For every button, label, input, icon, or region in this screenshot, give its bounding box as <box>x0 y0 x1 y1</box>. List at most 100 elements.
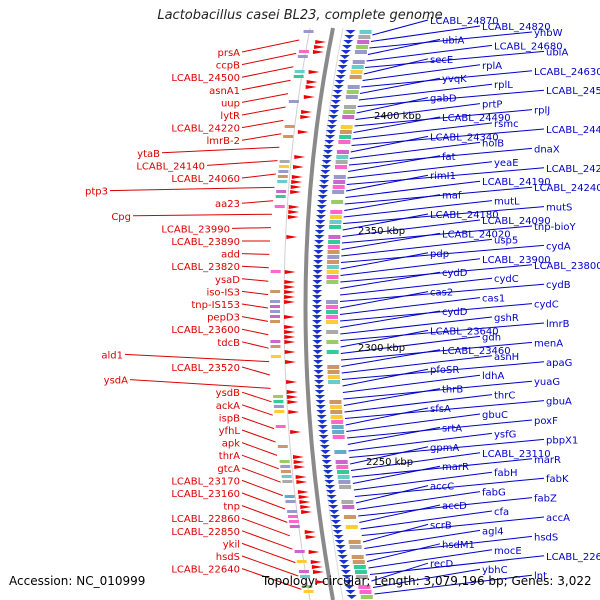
right-gene-label: gbuA <box>546 397 572 408</box>
right-gene-label: menA <box>534 338 563 349</box>
right-gene-labels: LCABL_24870LCABL_24820yhbWubiALCABL_2468… <box>430 16 600 582</box>
left-gene-label: LCABL_24060 <box>171 174 240 185</box>
reverse-gene-arrow <box>312 275 323 279</box>
right-connector <box>342 368 429 387</box>
reverse-gene-arrow <box>312 320 323 324</box>
forward-gene-arrow <box>288 410 300 414</box>
topology-text: Topology: circular; Length: 3,079,196 bp… <box>262 574 592 588</box>
right-connector <box>344 394 493 413</box>
reverse-gene-arrow <box>325 135 336 139</box>
right-gene-label: LCABL_23460 <box>442 346 511 357</box>
gene-block <box>343 105 356 109</box>
tick-label: 2300 kbp <box>358 343 405 354</box>
right-connector <box>363 58 429 75</box>
right-connector <box>365 535 533 556</box>
forward-gene-arrow <box>297 130 309 134</box>
reverse-gene-arrow <box>329 515 340 519</box>
forward-gene-arrow <box>312 50 324 54</box>
reverse-gene-arrow <box>336 550 347 554</box>
right-gene-label: gshR <box>494 313 519 324</box>
left-gene-label: LCABL_22850 <box>171 527 240 538</box>
right-gene-label: fabH <box>494 468 518 479</box>
left-gene-label: tnp <box>223 502 240 513</box>
right-connector <box>346 413 481 432</box>
gene-block <box>326 330 339 334</box>
reverse-gene-arrow <box>312 280 323 284</box>
gene-block <box>356 45 369 49</box>
left-gene-label: prsA <box>217 48 240 59</box>
left-gene-label: LCABL_24500 <box>171 73 240 84</box>
gene-block <box>326 300 339 304</box>
forward-gene-arrow <box>287 215 299 219</box>
gene-block <box>346 90 359 94</box>
gene-block <box>338 480 351 484</box>
left-connector <box>241 265 269 269</box>
reverse-gene-arrow <box>325 485 336 489</box>
left-gene-label: ispB <box>219 413 240 424</box>
left-connector <box>241 133 282 141</box>
left-gene-label: LCABL_22860 <box>171 514 240 525</box>
gene-block <box>326 275 339 279</box>
left-connector <box>241 492 286 510</box>
right-connector <box>351 128 545 146</box>
forward-gene-arrow <box>284 270 296 274</box>
right-gene-label: cas2 <box>430 288 453 299</box>
right-connector <box>341 238 493 257</box>
reverse-gene-arrow <box>317 420 328 424</box>
feature-track <box>270 30 373 599</box>
reverse-gene-arrow <box>331 95 342 99</box>
reverse-gene-arrow <box>340 50 351 54</box>
right-connector <box>356 97 429 114</box>
reverse-gene-arrow <box>312 305 323 309</box>
right-connector <box>340 310 441 328</box>
right-connector <box>362 523 429 543</box>
reverse-gene-arrow <box>312 285 323 289</box>
left-connector <box>241 66 294 78</box>
left-gene-label: ytaB <box>137 149 160 160</box>
reverse-gene-arrow <box>316 410 327 414</box>
right-connector <box>354 109 533 127</box>
left-connector <box>241 568 302 590</box>
forward-gene-arrow <box>284 325 296 329</box>
right-gene-label: cydC <box>494 274 519 285</box>
gene-block <box>345 95 358 99</box>
gene-block <box>277 175 288 178</box>
gene-block <box>354 50 367 54</box>
gene-block <box>270 340 281 343</box>
right-gene-label: LCABL_23900 <box>482 255 551 266</box>
right-connector <box>340 329 429 348</box>
left-connector <box>124 353 270 363</box>
right-gene-label: rplJ <box>534 106 550 117</box>
reverse-gene-arrow <box>312 325 323 329</box>
reverse-gene-arrow <box>316 205 327 209</box>
reverse-gene-arrow <box>342 575 353 579</box>
gene-block <box>339 135 352 139</box>
gene-block <box>275 195 286 198</box>
gene-block <box>349 75 362 79</box>
right-gene-label: LCABL_23800 <box>534 261 600 272</box>
right-connector <box>342 213 429 231</box>
reverse-gene-arrow <box>316 210 327 214</box>
gene-block <box>352 60 365 64</box>
right-connector <box>340 271 441 289</box>
right-connector <box>352 465 441 484</box>
forward-gene-arrow <box>290 430 302 434</box>
gene-block <box>339 485 352 489</box>
forward-gene-arrow <box>285 360 297 364</box>
right-gene-label: thrB <box>442 385 463 396</box>
gene-block <box>337 475 350 479</box>
gene-block <box>327 250 340 254</box>
right-connector <box>354 477 545 497</box>
left-connector <box>129 379 271 389</box>
reverse-gene-arrow <box>339 55 350 59</box>
right-connector <box>341 232 441 250</box>
reverse-gene-arrow <box>334 80 345 84</box>
right-connector <box>360 510 493 530</box>
gene-block <box>351 555 364 559</box>
reverse-gene-arrow <box>325 490 336 494</box>
reverse-gene-arrow <box>336 70 347 74</box>
right-connector <box>352 122 493 140</box>
forward-gene-arrow <box>295 475 307 479</box>
gene-block <box>331 420 344 424</box>
